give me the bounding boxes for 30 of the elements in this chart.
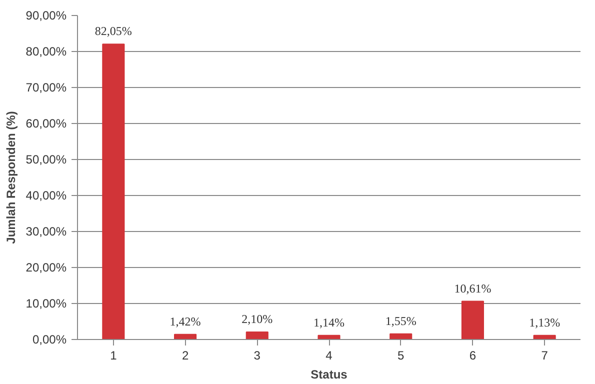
y-tick-label: 70,00%: [26, 80, 67, 94]
y-tick-label: 20,00%: [26, 260, 67, 274]
y-tick-label: 50,00%: [26, 152, 67, 166]
x-tick-label: 3: [254, 348, 261, 362]
y-tick-label: 0,00%: [32, 332, 67, 346]
y-tick-label: 60,00%: [26, 116, 67, 130]
bar: [102, 44, 125, 340]
y-tick-label: 30,00%: [26, 224, 67, 238]
x-tick-label: 2: [182, 348, 189, 362]
data-label: 1,55%: [385, 314, 416, 328]
y-tick-label: 10,00%: [26, 296, 67, 310]
y-tick-label: 80,00%: [26, 44, 67, 58]
x-tick-label: 7: [541, 348, 548, 362]
data-label: 1,13%: [529, 315, 560, 330]
x-tick-label: 4: [326, 348, 333, 362]
data-label: 2,10%: [242, 312, 273, 326]
bar: [461, 300, 484, 340]
bar: [390, 333, 412, 340]
y-tick-label: 40,00%: [26, 188, 67, 202]
x-tick-label: 6: [469, 348, 476, 362]
y-tick-label: 90,00%: [26, 8, 67, 22]
data-label: 1,14%: [314, 315, 344, 330]
data-label: 1,42%: [170, 314, 201, 328]
x-tick-label: 5: [398, 348, 405, 362]
y-axis-title: Jumlah Responden (%): [4, 111, 18, 244]
bar: [246, 331, 268, 340]
data-label: 82,05%: [94, 24, 132, 38]
x-axis-title: Status: [310, 368, 348, 382]
x-tick-label: 1: [110, 348, 118, 362]
data-label: 10,61%: [454, 281, 492, 296]
